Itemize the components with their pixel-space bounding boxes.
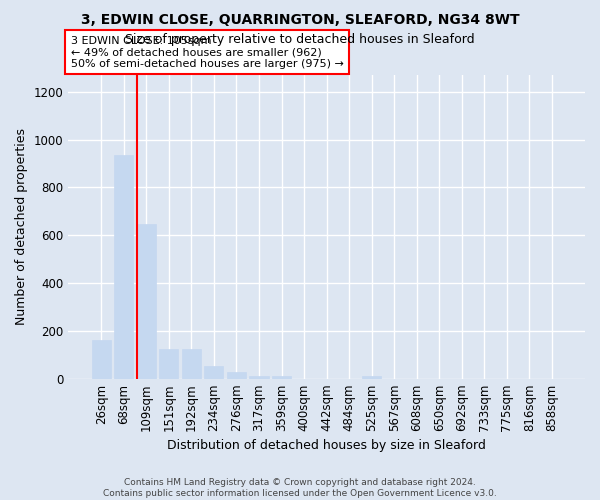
Bar [205,366,223,378]
Bar [137,224,156,378]
Bar [250,376,269,378]
Bar [362,376,381,378]
Y-axis label: Number of detached properties: Number of detached properties [15,128,28,326]
Text: 3 EDWIN CLOSE: 105sqm
← 49% of detached houses are smaller (962)
50% of semi-det: 3 EDWIN CLOSE: 105sqm ← 49% of detached … [71,36,344,69]
Bar [92,340,111,378]
Bar [272,376,291,378]
Bar [159,349,178,378]
Bar [182,349,201,378]
Bar [227,372,246,378]
Text: Size of property relative to detached houses in Sleaford: Size of property relative to detached ho… [125,32,475,46]
X-axis label: Distribution of detached houses by size in Sleaford: Distribution of detached houses by size … [167,440,486,452]
Text: Contains HM Land Registry data © Crown copyright and database right 2024.
Contai: Contains HM Land Registry data © Crown c… [103,478,497,498]
Text: 3, EDWIN CLOSE, QUARRINGTON, SLEAFORD, NG34 8WT: 3, EDWIN CLOSE, QUARRINGTON, SLEAFORD, N… [80,12,520,26]
Bar [114,155,133,378]
